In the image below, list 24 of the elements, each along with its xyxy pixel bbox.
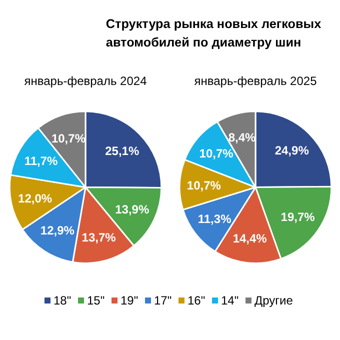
legend-label: 15" xyxy=(87,294,105,308)
data-label: 12,0% xyxy=(18,191,52,206)
data-label: 25,1% xyxy=(105,144,140,158)
data-label: 10,7% xyxy=(186,178,222,192)
legend-label: Другие xyxy=(254,294,294,308)
legend-label: 17" xyxy=(154,294,172,308)
text: Структура рынка новых легковых автомобилей по диаметру шин xyxy=(106,17,322,50)
data-label: 11,7% xyxy=(24,154,58,168)
data-label: 13,7% xyxy=(82,230,116,244)
data-label: 10,7% xyxy=(51,131,86,146)
chart-title: январь-февраль 2025 xyxy=(194,74,318,88)
legend-label: 16" xyxy=(188,294,206,308)
data-label: 24,9% xyxy=(274,144,310,158)
data-label: 12,9% xyxy=(40,224,75,238)
data-label: 8,4% xyxy=(228,130,256,144)
data-label: 13,9% xyxy=(115,202,150,216)
chart-title: январь-февраль 2024 xyxy=(24,74,148,88)
data-label: 14,4% xyxy=(232,232,268,246)
data-label: 19,7% xyxy=(280,210,316,224)
data-label: 10,7% xyxy=(199,146,234,161)
legend-label: 18" xyxy=(54,294,72,308)
legend-label: 14" xyxy=(221,294,239,308)
data-label: 11,3% xyxy=(198,212,232,226)
legend-label: 19" xyxy=(120,294,138,308)
